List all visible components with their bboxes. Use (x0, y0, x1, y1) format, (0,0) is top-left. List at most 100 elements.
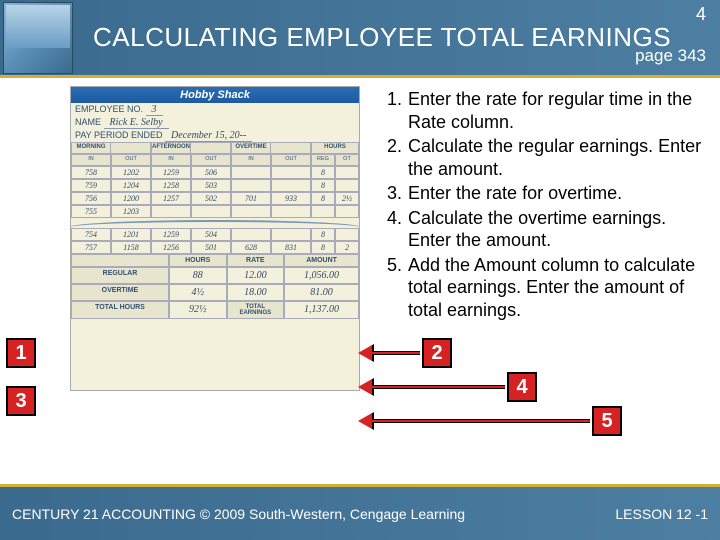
employee-no-value: 3 (146, 104, 163, 116)
totals-hours: 92½ (169, 301, 227, 319)
time-cell (191, 205, 231, 218)
sub-col-header: IN (151, 154, 191, 166)
time-cell (231, 228, 271, 241)
employee-no-label: EMPLOYEE NO. (75, 104, 143, 114)
arrow-2-line (370, 351, 420, 355)
arrow-5-line (370, 419, 590, 423)
totals-hours: 4½ (169, 284, 227, 301)
time-grid-header: MORNINGAFTERNOONOVERTIMEHOURS (71, 142, 359, 154)
col-group-header (271, 142, 311, 154)
time-cell: 1259 (151, 228, 191, 241)
timesheet-card: Hobby Shack EMPLOYEE NO. 3 NAME Rick E. … (70, 86, 360, 391)
instruction-item: 5.Add the Amount column to calculate tot… (380, 254, 710, 322)
col-group-header: OVERTIME (231, 142, 271, 154)
time-cell: 933 (271, 192, 311, 205)
total-earnings-label: TOTAL EARNINGS (227, 301, 285, 319)
time-cell: 2 (335, 241, 359, 254)
arrow-5-head (358, 413, 372, 429)
col-group-header: AFTERNOON (151, 142, 191, 154)
totals-amount: 1,137.00 (284, 301, 359, 319)
instruction-text: Enter the rate for regular time in the R… (408, 88, 710, 133)
time-cell: 504 (191, 228, 231, 241)
time-cell: 1203 (111, 205, 151, 218)
time-cell: 1256 (151, 241, 191, 254)
time-cell: 759 (71, 179, 111, 192)
sub-col-header: OUT (111, 154, 151, 166)
instruction-text: Enter the rate for overtime. (408, 182, 622, 205)
time-cell (231, 179, 271, 192)
arrow-2-head (358, 345, 372, 361)
name-value: Rick E. Selby (104, 117, 169, 129)
callout-2: 2 (422, 338, 452, 368)
sub-col-header: OUT (271, 154, 311, 166)
instructions-list: 1.Enter the rate for regular time in the… (380, 88, 710, 323)
time-cell: 501 (191, 241, 231, 254)
instruction-number: 3. (380, 182, 408, 205)
period-row: PAY PERIOD ENDED December 15, 20-- (71, 129, 359, 142)
time-cell: 8 (311, 166, 335, 179)
time-grid-subheader: INOUTINOUTINOUTREGOT (71, 154, 359, 166)
time-cell: 1201 (111, 228, 151, 241)
time-cell: 8 (311, 241, 335, 254)
time-cell (335, 179, 359, 192)
period-value: December 15, 20-- (165, 130, 252, 142)
totals-header: AMOUNT (284, 254, 359, 267)
employee-no-row: EMPLOYEE NO. 3 (71, 103, 359, 116)
instruction-item: 3.Enter the rate for overtime. (380, 182, 710, 205)
time-cell (231, 166, 271, 179)
instruction-item: 1.Enter the rate for regular time in the… (380, 88, 710, 133)
instruction-number: 1. (380, 88, 408, 133)
time-cell (335, 228, 359, 241)
time-cell: 1259 (151, 166, 191, 179)
company-banner: Hobby Shack (71, 87, 359, 103)
time-cell: 701 (231, 192, 271, 205)
slide-content: Hobby Shack EMPLOYEE NO. 3 NAME Rick E. … (0, 78, 720, 478)
name-label: NAME (75, 117, 101, 127)
torn-break-icon (71, 218, 359, 228)
time-cell (271, 166, 311, 179)
time-cell: 1158 (111, 241, 151, 254)
instruction-text: Calculate the regular earnings. Enter th… (408, 135, 710, 180)
time-cell (335, 205, 359, 218)
arrow-4-line (370, 385, 505, 389)
period-label: PAY PERIOD ENDED (75, 130, 163, 140)
name-row: NAME Rick E. Selby (71, 116, 359, 129)
time-cell: 628 (231, 241, 271, 254)
arrow-4-head (358, 379, 372, 395)
footer-lesson: LESSON 12 -1 (615, 506, 708, 522)
totals-header: RATE (227, 254, 285, 267)
time-cell: 8 (311, 192, 335, 205)
totals-header: HOURS (169, 254, 227, 267)
col-group-header: MORNING (71, 142, 111, 154)
callout-1: 1 (6, 338, 36, 368)
time-cell (271, 228, 311, 241)
time-cell: 1204 (111, 179, 151, 192)
totals-header (71, 254, 169, 267)
time-cell: 503 (191, 179, 231, 192)
time-cell (335, 166, 359, 179)
time-cell: 757 (71, 241, 111, 254)
instruction-text: Add the Amount column to calculate total… (408, 254, 710, 322)
time-cell: 1258 (151, 179, 191, 192)
sub-col-header: OUT (191, 154, 231, 166)
time-cell: 756 (71, 192, 111, 205)
sub-col-header: REG (311, 154, 335, 166)
time-cell: 2½ (335, 192, 359, 205)
time-cell: 502 (191, 192, 231, 205)
instruction-item: 4.Calculate the overtime earnings. Enter… (380, 207, 710, 252)
textbook-cover-thumbnail (3, 2, 73, 74)
slide-header: CALCULATING EMPLOYEE TOTAL EARNINGS 4 pa… (0, 0, 720, 78)
time-grid-top: 7581202125950687591204125850387561200125… (71, 166, 359, 218)
page-reference: page 343 (635, 46, 706, 66)
slide-title: CALCULATING EMPLOYEE TOTAL EARNINGS (93, 23, 720, 52)
time-cell: 831 (271, 241, 311, 254)
totals-hours: 88 (169, 267, 227, 284)
time-cell: 8 (311, 228, 335, 241)
time-cell (151, 205, 191, 218)
time-cell (311, 205, 335, 218)
instruction-number: 5. (380, 254, 408, 322)
col-group-header (191, 142, 231, 154)
time-cell: 758 (71, 166, 111, 179)
time-cell: 506 (191, 166, 231, 179)
totals-amount: 81.00 (284, 284, 359, 301)
